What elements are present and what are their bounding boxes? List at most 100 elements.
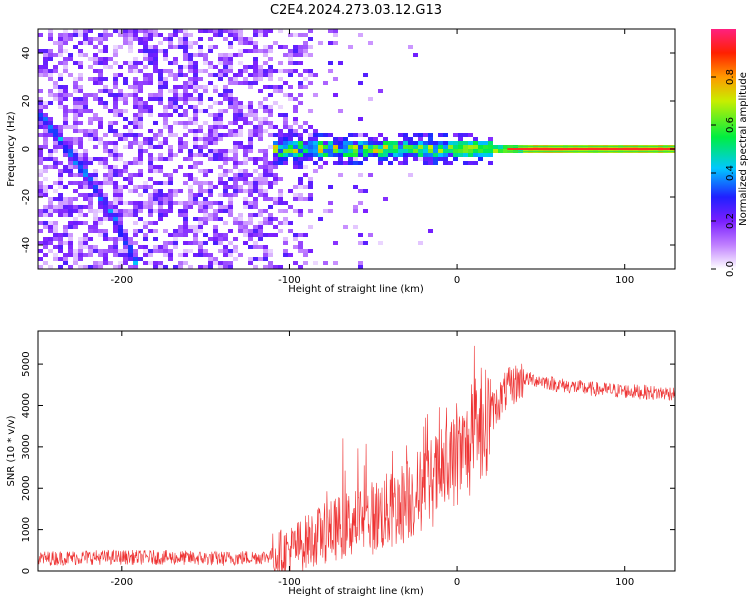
- spectrogram-cell: [98, 69, 103, 73]
- spectrogram-cell: [168, 125, 173, 129]
- spectrogram-cell: [298, 133, 303, 137]
- spectrogram-cell: [278, 149, 283, 153]
- spectrogram-cell: [448, 145, 453, 149]
- spectrogram-cell: [258, 209, 263, 213]
- spectrogram-cell: [113, 149, 118, 153]
- spectrogram-cell: [308, 225, 313, 229]
- spectrogram-cell: [68, 209, 73, 213]
- spectrogram-cell: [103, 197, 108, 201]
- spectrogram-cell: [173, 237, 178, 241]
- spectrogram-cell: [308, 181, 313, 185]
- spectrogram-cell: [138, 85, 143, 89]
- spectrogram-cell: [313, 145, 318, 149]
- spectrogram-cell: [73, 129, 78, 133]
- spectrogram-cell: [303, 121, 308, 125]
- spectrogram-cell: [333, 29, 338, 33]
- spectrogram-cell: [263, 209, 268, 213]
- spectrogram-cell: [238, 109, 243, 113]
- spectrogram-cell: [73, 117, 78, 121]
- spectrogram-cell: [113, 173, 118, 177]
- spectrogram-cell: [428, 229, 433, 233]
- spectrogram-cell: [63, 65, 68, 69]
- spectrogram-cell: [78, 145, 83, 149]
- spectrogram-cell: [218, 125, 223, 129]
- spectrogram-cell: [308, 125, 313, 129]
- spectrogram-cell: [98, 253, 103, 257]
- spectrogram-cell: [233, 145, 238, 149]
- spectrogram-cell: [298, 53, 303, 57]
- spectrogram-cell: [48, 77, 53, 81]
- spectrogram-cell: [383, 197, 388, 201]
- spectrogram-cell: [63, 149, 68, 153]
- spectrogram-cell: [38, 121, 43, 125]
- spectrogram-cell: [83, 53, 88, 57]
- spectrogram-cell: [478, 157, 483, 161]
- spectrogram-cell: [248, 133, 253, 137]
- spectrogram-cell: [93, 145, 98, 149]
- spectrogram-cell: [48, 57, 53, 61]
- spectrogram-cell: [168, 189, 173, 193]
- spectrogram-cell: [88, 129, 93, 133]
- spectrogram-cell: [78, 157, 83, 161]
- spectrogram-cell: [443, 153, 448, 157]
- spectrogram-cell: [263, 221, 268, 225]
- spectrogram-cell: [203, 189, 208, 193]
- spectrogram-cell: [158, 93, 163, 97]
- spectrogram-cell: [133, 113, 138, 117]
- y-tick-label: 40: [21, 47, 32, 60]
- spectrogram-cell: [58, 61, 63, 65]
- spectrogram-cell: [243, 81, 248, 85]
- spectrogram-cell: [183, 45, 188, 49]
- spectrogram-cell: [138, 49, 143, 53]
- spectrogram-cell: [318, 145, 323, 149]
- spectrogram-cell: [123, 41, 128, 45]
- spectrogram-cell: [123, 97, 128, 101]
- spectrogram-cell: [378, 141, 383, 145]
- spectrogram-cell: [118, 225, 123, 229]
- spectrogram-cell: [108, 205, 113, 209]
- spectrogram-cell: [203, 197, 208, 201]
- spectrogram-cell: [238, 253, 243, 257]
- spectrogram-cell: [443, 145, 448, 149]
- spectrogram-cell: [103, 105, 108, 109]
- spectrogram-cell: [48, 165, 53, 169]
- spectrogram-cell: [288, 49, 293, 53]
- spectrogram-cell: [488, 145, 493, 149]
- spectrogram-cell: [48, 225, 53, 229]
- spectrogram-cell: [293, 53, 298, 57]
- spectrogram-cell: [243, 145, 248, 149]
- spectrogram-cell: [303, 261, 308, 265]
- spectrogram-cell: [118, 209, 123, 213]
- spectrogram-cell: [378, 241, 383, 245]
- spectrogram-cell: [63, 197, 68, 201]
- spectrogram-cell: [133, 117, 138, 121]
- spectrogram-cell: [183, 53, 188, 57]
- spectrogram-cell: [233, 173, 238, 177]
- spectrogram-cell: [278, 133, 283, 137]
- spectrogram-cell: [468, 153, 473, 157]
- spectrogram-cell: [103, 237, 108, 241]
- spectrogram-cell: [278, 85, 283, 89]
- spectrogram-cell: [153, 193, 158, 197]
- spectrogram-cell: [43, 169, 48, 173]
- spectrogram-cell: [138, 229, 143, 233]
- x-tick-label: -100: [278, 577, 301, 588]
- spectrogram-cell: [388, 145, 393, 149]
- spectrogram-cell: [108, 141, 113, 145]
- spectrogram-cell: [373, 153, 378, 157]
- spectrogram-cell: [133, 209, 138, 213]
- spectrogram-cell: [218, 57, 223, 61]
- spectrogram-cell: [363, 141, 368, 145]
- spectrogram-cell: [243, 113, 248, 117]
- spectrogram-cell: [348, 153, 353, 157]
- spectrogram-cell: [83, 213, 88, 217]
- spectrogram-cell: [73, 113, 78, 117]
- spectrogram-cell: [248, 145, 253, 149]
- spectrogram-cell: [133, 253, 138, 257]
- spectrogram-cell: [193, 129, 198, 133]
- spectrogram-cell: [413, 145, 418, 149]
- spectrogram-cell: [268, 221, 273, 225]
- spectrogram-cell: [148, 113, 153, 117]
- spectrogram-cell: [88, 245, 93, 249]
